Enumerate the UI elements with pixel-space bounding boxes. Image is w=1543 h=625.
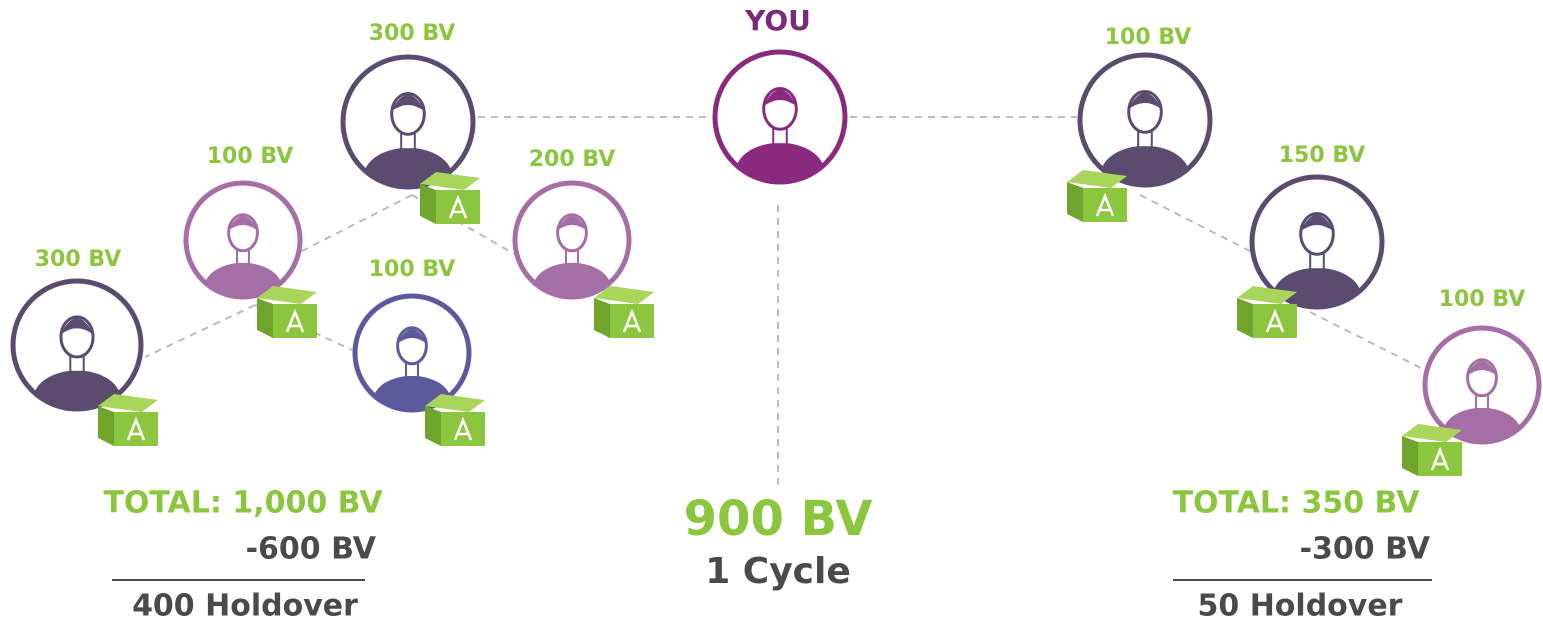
connector (1140, 195, 1252, 252)
person-node: 100 BV (1402, 287, 1539, 476)
product-box (1067, 170, 1127, 222)
box-side (594, 298, 610, 338)
box-side (425, 406, 441, 446)
node-label: 150 BV (1279, 143, 1366, 168)
connector (1310, 312, 1425, 370)
connector (300, 195, 412, 252)
person-node: YOU (715, 4, 845, 200)
person-node: 150 BV (1237, 143, 1382, 338)
right-total: TOTAL: 350 BV (1173, 486, 1421, 521)
node-label: 100 BV (1439, 287, 1526, 312)
person-node: 100 BV (186, 144, 317, 338)
box-side (1402, 436, 1418, 476)
product-box (594, 286, 654, 338)
left-result: 400 Holdover (132, 589, 358, 624)
diagram: YOU 300 BV 100 BV 200 BV 300 BV 100 BV 100 BV 1… (0, 0, 1543, 625)
node-label: 200 BV (529, 147, 616, 172)
product-box (257, 286, 317, 338)
person-node: 200 BV (515, 147, 654, 338)
node-label: 300 BV (369, 21, 456, 46)
person-node: 300 BV (343, 21, 480, 224)
product-box (1237, 286, 1297, 338)
product-box (98, 394, 158, 446)
product-box (420, 172, 480, 224)
box-side (98, 406, 114, 446)
product-box (1402, 424, 1462, 476)
box-side (1237, 298, 1253, 338)
node-label: 100 BV (369, 257, 456, 282)
node-label: 100 BV (207, 144, 294, 169)
box-side (1067, 182, 1083, 222)
person-node: 300 BV (13, 247, 158, 446)
center-total: 900 BV (684, 491, 873, 547)
center-result: 1 Cycle (705, 551, 851, 592)
person-node: 100 BV (1067, 25, 1210, 222)
box-side (420, 184, 436, 224)
right-deduction: -300 BV (1300, 532, 1431, 567)
right-result: 50 Holdover (1198, 589, 1403, 624)
node-label: YOU (744, 4, 811, 37)
product-box (425, 394, 485, 446)
node-label: 100 BV (1105, 25, 1192, 50)
person-node: 100 BV (355, 257, 485, 446)
nodes: YOU 300 BV 100 BV 200 BV 300 BV 100 BV 100 BV 1… (13, 4, 1539, 476)
box-side (257, 298, 273, 338)
left-total: TOTAL: 1,000 BV (103, 486, 383, 521)
node-label: 300 BV (35, 247, 122, 272)
connector (145, 305, 255, 357)
left-deduction: -600 BV (246, 532, 377, 567)
